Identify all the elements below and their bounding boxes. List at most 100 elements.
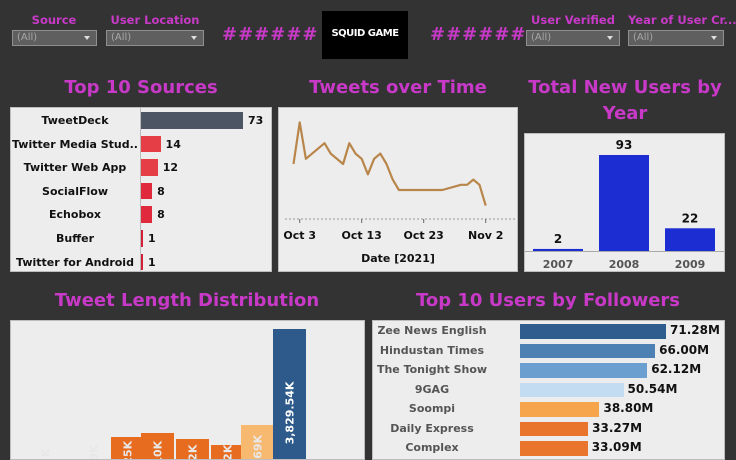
source-label: Echobox [49, 208, 101, 222]
year-value-label: 93 [616, 138, 633, 152]
user-label: Hindustan Times [379, 343, 485, 357]
x-tick-label: Oct 13 [342, 229, 382, 242]
source-value-label: 1 [148, 255, 156, 269]
filter-source-label: Source [31, 13, 77, 27]
source-bar [141, 182, 153, 200]
source-value-label: 1 [148, 232, 156, 245]
source-label: Twitter for Android [16, 255, 134, 269]
filter-location-value: (All) [111, 32, 132, 43]
user-value-label: 71.28M [670, 323, 720, 337]
tweet-length-svg: ...K ...9K ...25K ...10K ...2K ...2K ...1.69K 3… [40, 329, 306, 459]
hash-placeholder-right: ###### [430, 24, 527, 45]
user-bar [520, 324, 666, 339]
hash-placeholder-left: ###### [222, 24, 319, 45]
length-bar-label: ...25K [122, 440, 135, 459]
new-users-panel: 2 2007 93 2008 22 2009 [524, 133, 725, 272]
length-bar-label: ...9K [88, 444, 101, 459]
user-value-label: 38.80M [603, 401, 654, 415]
source-bar [141, 135, 161, 153]
user-label: Daily Express [390, 421, 474, 435]
user-value-label: 66.00M [659, 342, 710, 357]
user-value-label: 33.27M [592, 420, 643, 435]
filter-source-value: (All) [17, 32, 38, 43]
length-bar-label: ...K [40, 448, 53, 459]
filter-verified-label: User Verified [531, 13, 615, 27]
source-bar [141, 159, 158, 176]
filter-year-label: Year of User Cr... [628, 13, 736, 27]
user-value-label: 62.12M [651, 362, 702, 376]
source-value-label: 14 [165, 137, 181, 151]
source-value-label: 12 [162, 161, 179, 175]
user-bar [520, 421, 589, 436]
source-value-label: 73 [248, 114, 264, 127]
user-label: Soompi [408, 402, 456, 415]
chevron-down-icon [191, 36, 197, 40]
year-bar [665, 228, 715, 251]
source-label: SocialFlow [42, 184, 108, 198]
year-value-label: 22 [682, 211, 699, 225]
tweets-over-time-panel: Oct 3 Oct 13 Oct 23 Nov 2 Date [2021] [278, 107, 518, 272]
source-bar [141, 206, 153, 223]
tweets-over-time-title: Tweets over Time [309, 77, 487, 98]
top-users-panel: Zee News English 71.28M Hindustan Times 66.… [372, 320, 725, 460]
x-tick-label: Nov 2 [468, 229, 503, 242]
user-bar [520, 441, 588, 456]
length-bar-label: ...2K [222, 444, 235, 459]
source-label: Twitter Media Stud.. [11, 137, 138, 151]
user-label: The Tonight Show [376, 363, 488, 376]
source-label: Buffer [55, 232, 94, 245]
source-bar [141, 230, 143, 247]
logo-text: SQUID GAME [331, 28, 399, 39]
top-sources-title: Top 10 Sources [64, 77, 218, 98]
tweets-line [292, 121, 487, 206]
x-axis-label: Date [2021] [361, 252, 435, 265]
x-tick-label: Oct 23 [404, 229, 444, 242]
new-users-svg: 2 2007 93 2008 22 2009 [525, 138, 724, 271]
year-category-label: 2007 [543, 258, 574, 271]
source-value-label: 8 [157, 184, 165, 198]
source-label: TweetDeck [41, 114, 109, 127]
source-label: Twitter Web App [23, 161, 127, 175]
length-bar [273, 329, 306, 459]
user-label: 9GAG [414, 382, 450, 396]
length-bar [241, 425, 274, 459]
chevron-down-icon [607, 36, 613, 40]
user-bar [520, 382, 624, 397]
length-bar-label: ...2K [187, 444, 200, 459]
user-label: Zee News English [377, 324, 487, 337]
year-category-label: 2008 [609, 258, 640, 271]
length-bar-label: 3,829.54K [284, 381, 297, 444]
user-label: Complex [405, 441, 459, 454]
year-value-label: 2 [554, 232, 562, 246]
user-bar [520, 402, 600, 417]
length-bar-label: ...1.69K [252, 434, 265, 459]
tweets-over-time-svg: Oct 3 Oct 13 Oct 23 Nov 2 Date [2021] [283, 121, 515, 265]
user-value-label: 33.09M [591, 440, 642, 454]
tweet-length-panel: ...K ...9K ...25K ...10K ...2K ...2K ...1.69K 3… [10, 320, 365, 460]
top-users-title: Top 10 Users by Followers [415, 290, 681, 311]
user-value-label: 50.54M [627, 381, 678, 396]
filter-year-value: (All) [633, 32, 654, 43]
divider-line [140, 108, 141, 271]
year-category-label: 2009 [675, 258, 706, 271]
new-users-title: Total New Users by Year [528, 77, 722, 124]
source-bar [141, 112, 243, 129]
filter-year-dropdown[interactable]: (All) [628, 30, 724, 46]
user-bar [520, 363, 648, 378]
filter-location-label: User Location [110, 13, 200, 27]
source-bar [141, 253, 143, 271]
chevron-down-icon [711, 36, 717, 40]
squid-game-logo: SQUID GAME [322, 11, 408, 59]
filter-source-dropdown[interactable]: (All) [12, 30, 97, 46]
chevron-down-icon [84, 36, 90, 40]
user-bar [520, 343, 656, 358]
year-bar [599, 155, 649, 251]
filter-verified-value: (All) [531, 32, 552, 43]
top-sources-panel: TweetDeck 73 Twitter Media Stud.. 14 Twitter… [10, 107, 272, 272]
filter-verified-dropdown[interactable]: (All) [526, 30, 620, 46]
year-bar [533, 248, 583, 251]
source-value-label: 8 [157, 208, 165, 222]
filter-location-dropdown[interactable]: (All) [106, 30, 204, 46]
x-tick-label: Oct 3 [283, 229, 316, 242]
tweet-length-title: Tweet Length Distribution [54, 290, 320, 311]
